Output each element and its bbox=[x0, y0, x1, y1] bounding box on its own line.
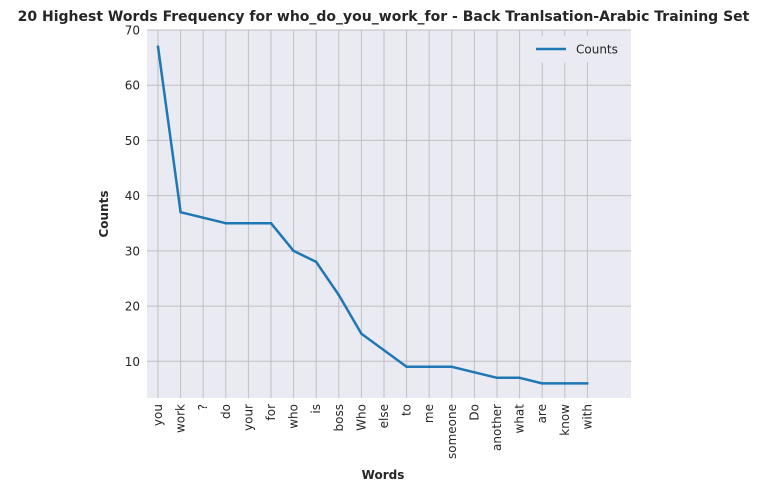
data-point bbox=[224, 221, 228, 225]
x-tick-label: do bbox=[219, 404, 233, 419]
x-axis-ticks: you work? do your for who is boss Who else to me som… bbox=[151, 404, 594, 459]
data-point bbox=[586, 382, 589, 385]
x-tick-label: your bbox=[241, 404, 255, 431]
data-point bbox=[495, 376, 499, 380]
y-axis-label: Counts bbox=[97, 190, 111, 237]
series-line-counts bbox=[156, 46, 588, 385]
grid bbox=[147, 29, 631, 398]
data-point bbox=[473, 371, 476, 374]
x-tick-label: are bbox=[535, 404, 549, 423]
y-tick-label: 10 bbox=[125, 355, 140, 369]
y-axis-ticks: 10 20 30 40 50 60 70 bbox=[125, 24, 140, 369]
data-point bbox=[269, 221, 273, 225]
x-tick-label: someone bbox=[445, 404, 459, 459]
x-axis-label: Words bbox=[362, 468, 405, 482]
x-tick-label: to bbox=[400, 404, 414, 416]
x-tick-label: me bbox=[422, 404, 436, 423]
data-point bbox=[337, 293, 341, 297]
x-tick-label: boss bbox=[332, 404, 346, 431]
legend-label-counts: Counts bbox=[576, 43, 618, 57]
x-tick-label: who bbox=[287, 404, 301, 429]
x-tick-label: Who bbox=[354, 404, 368, 431]
x-tick-label: else bbox=[377, 404, 391, 428]
data-point bbox=[540, 382, 544, 385]
x-tick-label: with bbox=[580, 404, 594, 429]
data-point bbox=[405, 365, 408, 369]
x-tick-label: for bbox=[264, 404, 278, 421]
data-point bbox=[292, 249, 295, 253]
data-point bbox=[563, 382, 567, 385]
data-point bbox=[360, 332, 363, 335]
y-tick-label: 60 bbox=[125, 79, 140, 93]
plot-area bbox=[147, 30, 631, 398]
data-point bbox=[450, 365, 454, 369]
y-tick-label: 20 bbox=[125, 300, 140, 314]
data-point bbox=[247, 221, 250, 225]
x-tick-label: what bbox=[513, 404, 527, 434]
x-tick-label: you bbox=[151, 404, 165, 426]
data-point bbox=[156, 45, 160, 48]
x-tick-label: work bbox=[174, 404, 188, 433]
x-tick-label: another bbox=[490, 404, 504, 451]
data-point bbox=[179, 210, 182, 214]
x-tick-label: is bbox=[309, 404, 323, 414]
y-tick-label: 40 bbox=[125, 189, 140, 203]
data-point bbox=[314, 260, 318, 264]
y-tick-label: 50 bbox=[125, 134, 140, 148]
x-tick-label: know bbox=[558, 404, 572, 436]
chart-title: 20 Highest Words Frequency for who_do_yo… bbox=[18, 9, 750, 25]
y-tick-label: 30 bbox=[125, 244, 140, 258]
data-point bbox=[518, 376, 521, 380]
data-point bbox=[427, 365, 431, 369]
y-tick-label: 70 bbox=[125, 24, 140, 38]
series-layer bbox=[156, 45, 589, 385]
x-tick-label: Do bbox=[467, 404, 481, 421]
legend: Counts bbox=[530, 36, 626, 62]
data-point bbox=[201, 216, 205, 219]
data-point bbox=[382, 348, 386, 352]
x-tick-label: ? bbox=[196, 404, 210, 410]
